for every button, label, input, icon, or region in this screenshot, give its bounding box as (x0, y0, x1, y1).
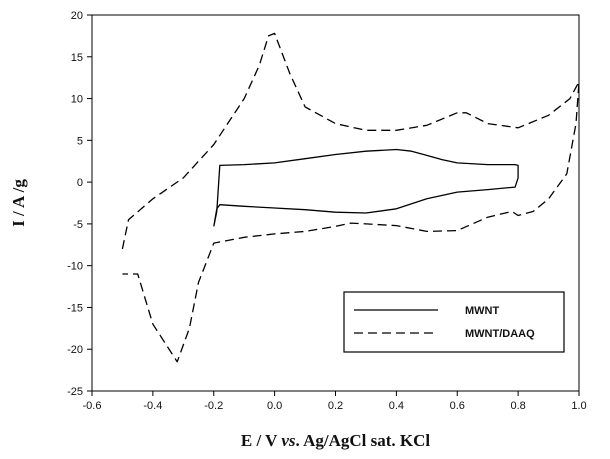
x-tick-label: -0.6 (83, 400, 102, 412)
y-tick-label: 5 (77, 135, 83, 147)
x-axis-title-part2: . Ag/AgCl sat. KCl (296, 431, 431, 450)
x-tick-label: -0.4 (143, 400, 162, 412)
x-axis-title-vs: vs (281, 431, 296, 450)
y-tick-label: -15 (67, 302, 83, 314)
legend-label-mwnt: MWNT (465, 305, 499, 317)
y-tick-label: 15 (71, 52, 83, 64)
legend-label-mwnt-daaq: MWNT/DAAQ (465, 328, 535, 340)
x-tick-label: 0.8 (510, 400, 525, 412)
x-tick-label: 1.0 (571, 400, 586, 412)
x-tick-label: 0.6 (450, 400, 465, 412)
y-tick-label: 20 (71, 10, 83, 22)
series-line-mwnt (213, 148, 519, 227)
x-tick-label: -0.2 (204, 400, 223, 412)
legend: MWNT MWNT/DAAQ (343, 291, 565, 353)
x-axis-title: E / V vs. Ag/AgCl sat. KCl (241, 431, 431, 450)
legend-box (343, 291, 565, 353)
y-tick-label: -5 (73, 219, 83, 231)
y-tick-label: -10 (67, 261, 83, 273)
x-axis: -0.6 -0.4 -0.2 0.0 0.2 0.4 0.6 0.8 1.0 (83, 391, 587, 412)
y-tick-label: -25 (67, 386, 83, 398)
series-layer (121, 32, 580, 363)
x-axis-title-part1: E / V (241, 431, 281, 450)
y-tick-label: 0 (77, 177, 83, 189)
series-line-mwnt-daaq (121, 32, 580, 363)
x-tick-label: 0.4 (389, 400, 404, 412)
x-tick-label: 0.0 (267, 400, 282, 412)
y-axis: -25 -20 -15 -10 -5 0 5 10 15 20 (67, 10, 92, 398)
y-tick-label: -20 (67, 344, 83, 356)
y-tick-label: 10 (71, 94, 83, 106)
y-axis-title: I / A /g (9, 179, 28, 227)
x-tick-label: 0.2 (328, 400, 343, 412)
